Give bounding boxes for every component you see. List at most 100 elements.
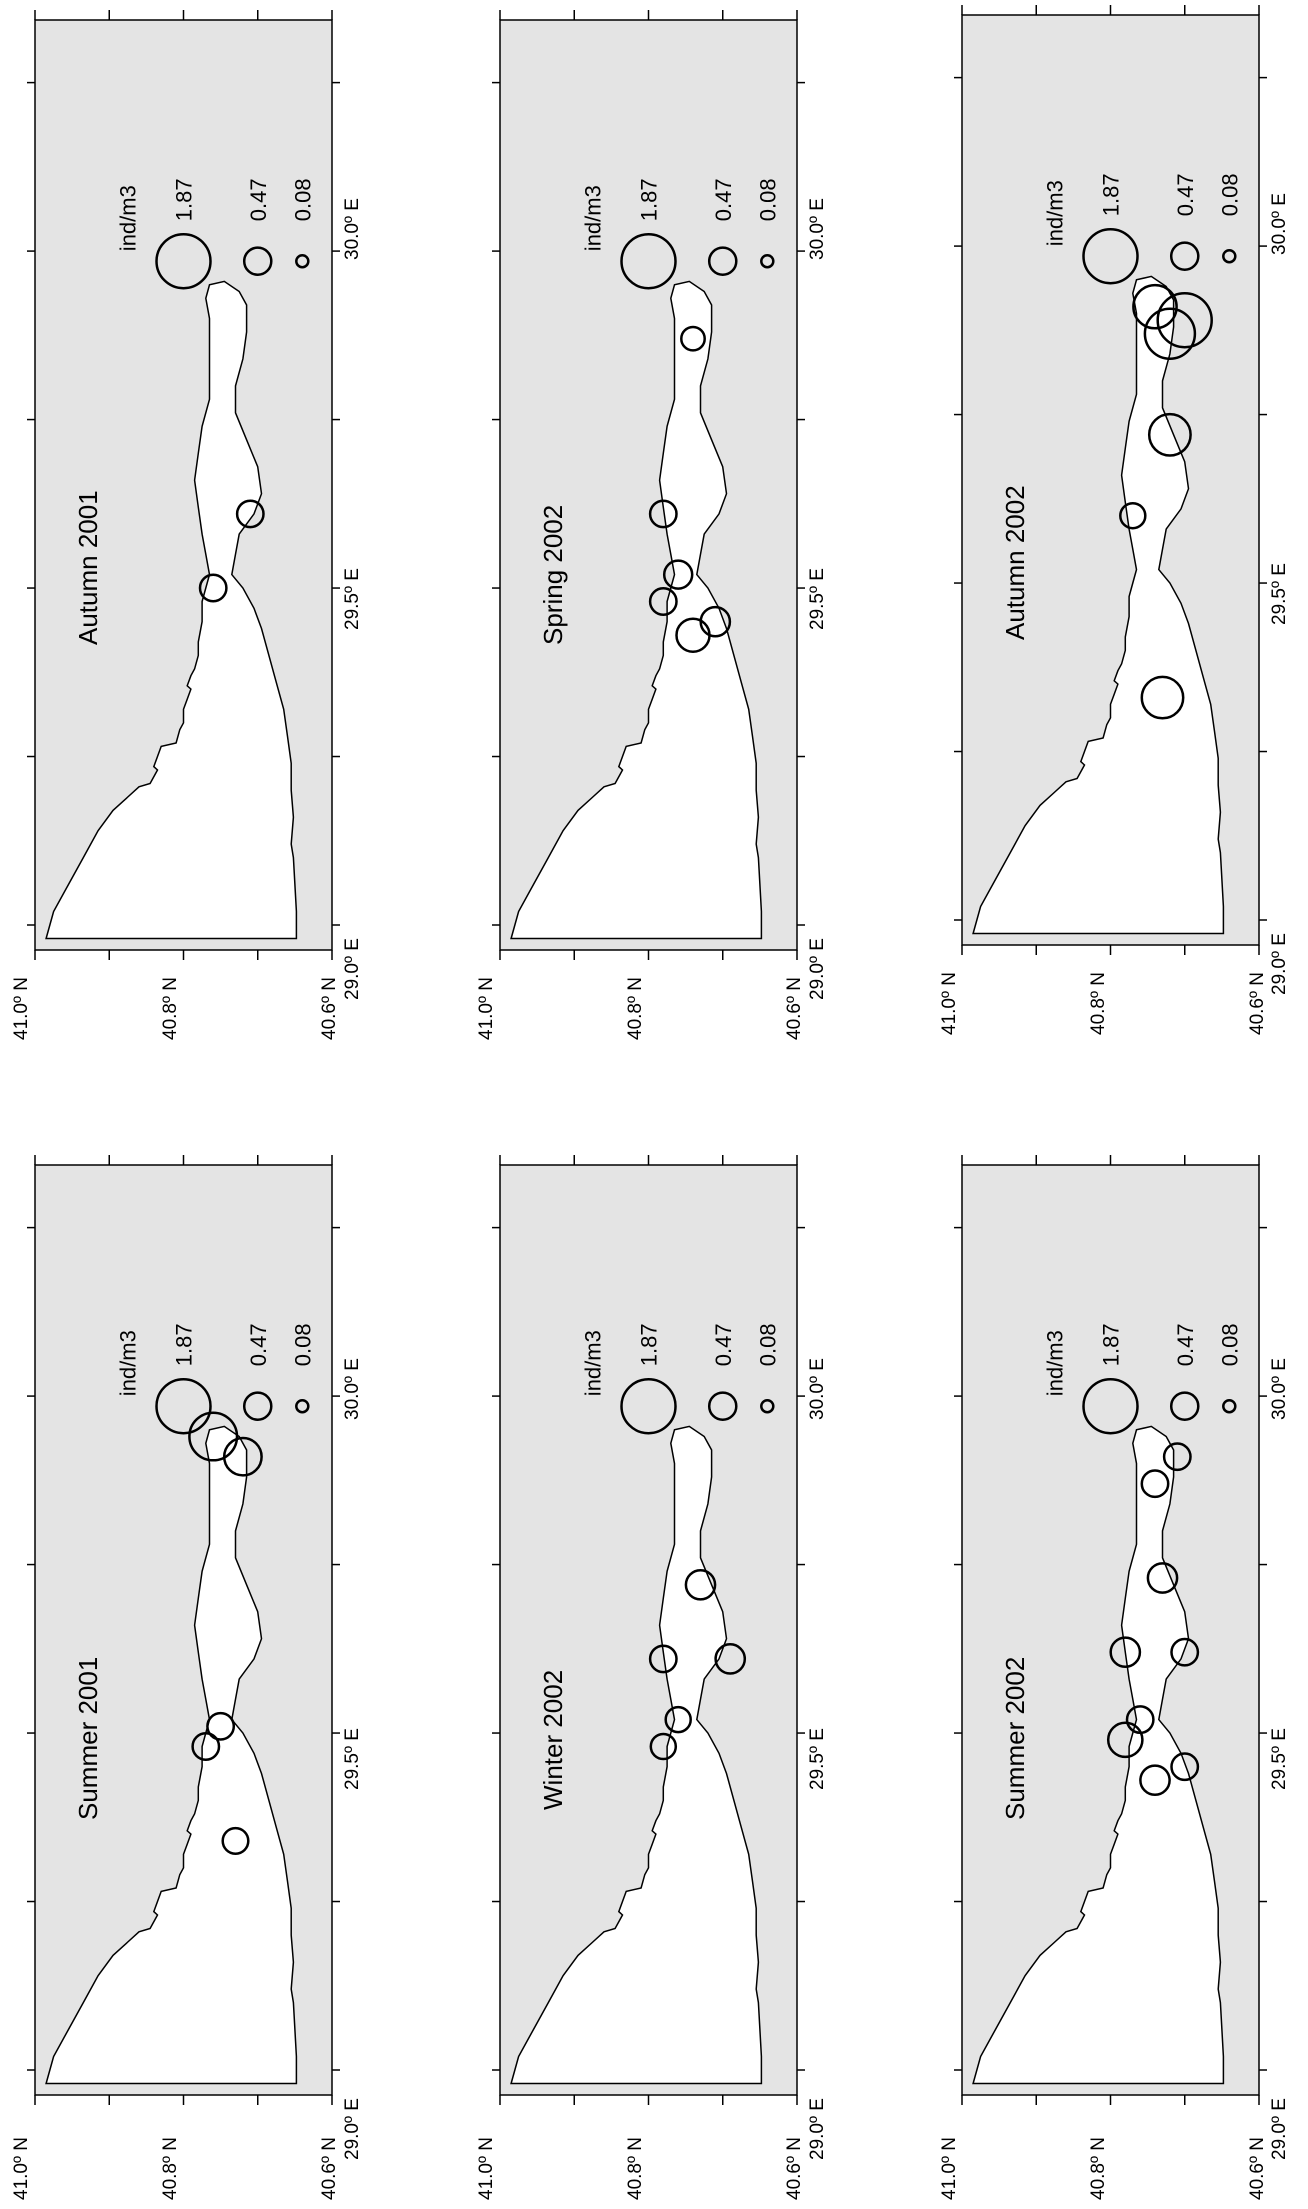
legend-label: 0.47 bbox=[1173, 173, 1198, 216]
map-panel-summer-2002: 1.87 0.47 0.08 ind/m3 bbox=[954, 1155, 1267, 2105]
station-marker bbox=[1106, 1721, 1144, 1759]
panel-title: Autumn 2001 bbox=[73, 490, 103, 645]
legend-label: 0.08 bbox=[290, 1323, 315, 1366]
station-marker bbox=[191, 1732, 221, 1761]
station-marker bbox=[1146, 1562, 1179, 1594]
ticks bbox=[27, 1155, 340, 2105]
lat-label-41: 41.0º N bbox=[939, 2137, 960, 2200]
legend-label: 0.08 bbox=[290, 178, 315, 221]
gulf-land-polygon bbox=[45, 280, 298, 940]
gulf-land-polygon bbox=[972, 1425, 1225, 2085]
lat-label-40-8: 40.8º N bbox=[625, 2137, 646, 2200]
lon-label-30: 30.0º E bbox=[342, 1358, 363, 1420]
station-marker bbox=[222, 1436, 263, 1477]
ticks bbox=[954, 5, 1267, 955]
lon-label-29-5: 29.5º E bbox=[342, 568, 363, 630]
lat-label-41: 41.0º N bbox=[476, 2137, 497, 2200]
lat-label-40-6: 40.6º N bbox=[1247, 2137, 1268, 2200]
station-marker bbox=[675, 617, 711, 653]
legend-circle-0-47 bbox=[242, 246, 273, 276]
lat-label-40-8: 40.8º N bbox=[625, 977, 646, 1040]
station-marker bbox=[221, 1826, 250, 1855]
station-marker bbox=[662, 559, 694, 590]
lon-label-29-5: 29.5º E bbox=[1269, 1728, 1290, 1790]
map-panel-autumn-2001: 1.87 0.47 0.08 ind/m3 bbox=[27, 10, 340, 960]
lon-label-30: 30.0º E bbox=[1269, 1358, 1290, 1420]
lon-label-30: 30.0º E bbox=[807, 1358, 828, 1420]
ticks bbox=[492, 10, 805, 960]
gulf-land-polygon bbox=[45, 1425, 298, 2085]
legend-circle-0-08 bbox=[295, 1398, 310, 1414]
station-marker bbox=[1132, 283, 1178, 330]
panel-title: Summer 2002 bbox=[1000, 1657, 1030, 1820]
lon-label-29: 29.0º E bbox=[807, 2098, 828, 2160]
legend-circle-0-08 bbox=[1222, 1398, 1237, 1414]
lon-label-29: 29.0º E bbox=[342, 938, 363, 1000]
lat-label-41: 41.0º N bbox=[939, 972, 960, 1035]
legend-label: 1.87 bbox=[637, 178, 662, 221]
station-marker bbox=[1119, 501, 1147, 530]
panel-title: Winter 2002 bbox=[538, 1670, 568, 1810]
legend-circle-0-47 bbox=[242, 1391, 273, 1421]
legend-label: 0.47 bbox=[246, 1323, 271, 1366]
lon-label-29: 29.0º E bbox=[807, 938, 828, 1000]
lat-label-40-8: 40.8º N bbox=[160, 977, 181, 1040]
ticks bbox=[954, 1155, 1267, 2105]
legend-label: 0.08 bbox=[1217, 173, 1242, 216]
legend-label: 0.08 bbox=[755, 178, 780, 221]
legend-circle-0-08 bbox=[1222, 248, 1237, 264]
legend-label: 0.47 bbox=[711, 1323, 736, 1366]
legend-circle-0-08 bbox=[295, 253, 310, 269]
land-coastline bbox=[972, 1425, 1225, 2085]
legend-label: 0.47 bbox=[246, 178, 271, 221]
land-coastline bbox=[45, 1425, 298, 2085]
legend-circle-0-08 bbox=[760, 253, 775, 269]
lon-label-29: 29.0º E bbox=[1269, 2098, 1290, 2160]
lat-label-40-6: 40.6º N bbox=[319, 977, 340, 1040]
station-marker bbox=[198, 573, 228, 603]
map-panel-autumn-2002: 1.87 0.47 0.08 ind/m3 bbox=[954, 5, 1267, 955]
gulf-land-polygon bbox=[972, 275, 1225, 935]
ticks bbox=[492, 1155, 805, 2105]
legend-circle-1-87 bbox=[620, 1377, 677, 1435]
legend-title: ind/m3 bbox=[116, 185, 141, 251]
lat-label-40-8: 40.8º N bbox=[1088, 2137, 1109, 2200]
legend-label: 1.87 bbox=[637, 1323, 662, 1366]
station-marker bbox=[684, 1568, 717, 1601]
legend-title: ind/m3 bbox=[1043, 1330, 1068, 1396]
lon-label-29-5: 29.5º E bbox=[342, 1728, 363, 1790]
gulf-land-polygon bbox=[510, 1425, 763, 2085]
ticks bbox=[27, 10, 340, 960]
station-marker bbox=[648, 1644, 678, 1674]
legend-label: 0.47 bbox=[711, 178, 736, 221]
panel-title: Autumn 2002 bbox=[1000, 485, 1030, 640]
station-marker bbox=[235, 499, 265, 529]
legend-circle-0-47 bbox=[707, 246, 738, 276]
legend-circle-1-87 bbox=[620, 232, 677, 290]
map-panel-spring-2002: 1.87 0.47 0.08 ind/m3 bbox=[492, 10, 805, 960]
station-marker bbox=[648, 499, 678, 529]
lat-label-40-8: 40.8º N bbox=[160, 2137, 181, 2200]
lon-label-30: 30.0º E bbox=[342, 198, 363, 260]
legend-circle-1-87 bbox=[1082, 227, 1139, 285]
station-marker bbox=[1143, 307, 1197, 360]
lat-label-40-6: 40.6º N bbox=[784, 977, 805, 1040]
legend-circle-1-87 bbox=[155, 1377, 212, 1435]
lon-label-29: 29.0º E bbox=[342, 2098, 363, 2160]
legend-label: 0.08 bbox=[755, 1323, 780, 1366]
legend-circle-0-47 bbox=[707, 1391, 738, 1421]
legend-label: 0.47 bbox=[1173, 1323, 1198, 1366]
station-marker bbox=[649, 1732, 678, 1761]
map-panel-summer-2001: 1.87 0.47 0.08 ind/m3 bbox=[27, 1155, 340, 2105]
station-marker bbox=[680, 325, 706, 352]
lon-label-30: 30.0º E bbox=[807, 198, 828, 260]
station-marker bbox=[1140, 675, 1185, 720]
legend-title: ind/m3 bbox=[581, 1330, 606, 1396]
station-marker bbox=[664, 1705, 692, 1734]
lon-label-30: 30.0º E bbox=[1269, 193, 1290, 255]
lat-label-41: 41.0º N bbox=[11, 2137, 32, 2200]
land-coastline bbox=[45, 280, 298, 940]
lon-label-29-5: 29.5º E bbox=[807, 1728, 828, 1790]
panel-title: Summer 2001 bbox=[73, 1657, 103, 1820]
